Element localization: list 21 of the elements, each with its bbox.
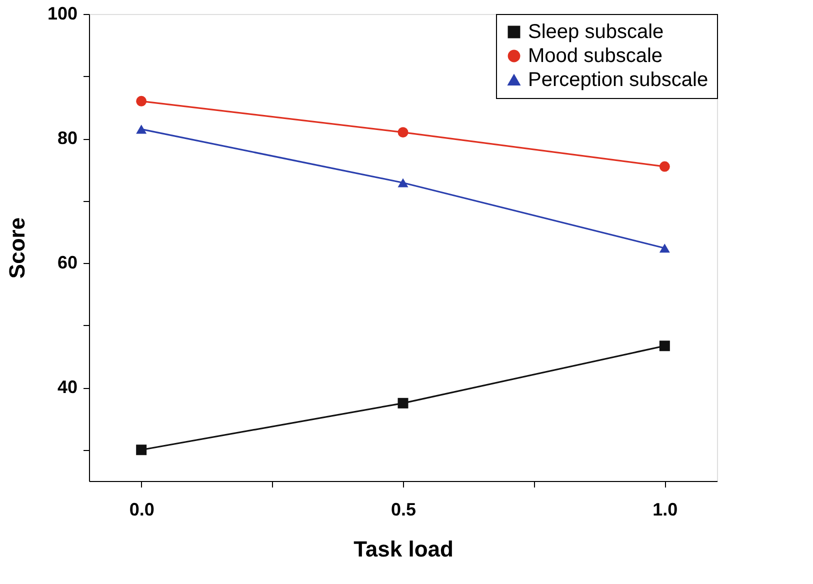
- x-tick-label: 0.0: [129, 500, 154, 520]
- legend-label: Perception subscale: [528, 69, 708, 91]
- point: [398, 127, 408, 138]
- y-axis-title: Score: [4, 217, 30, 279]
- point: [398, 398, 408, 408]
- point: [136, 444, 147, 456]
- point: [659, 340, 670, 352]
- y-tick-label: 80: [57, 128, 78, 148]
- y-tick-label: 40: [57, 377, 78, 398]
- point: [398, 178, 408, 188]
- y-tick-label: 60: [57, 252, 78, 273]
- point: [136, 96, 147, 106]
- legend-label: Mood subscale: [528, 45, 663, 67]
- point: [659, 244, 670, 253]
- x-tick-label: 0.5: [390, 500, 416, 520]
- x-tick-label: 1.0: [652, 500, 678, 520]
- y-tick-label: 100: [47, 4, 78, 24]
- x-axis-title: Task load: [354, 536, 454, 562]
- point: [659, 161, 670, 172]
- legend-label: Sleep subscale: [528, 21, 664, 43]
- point: [136, 124, 147, 134]
